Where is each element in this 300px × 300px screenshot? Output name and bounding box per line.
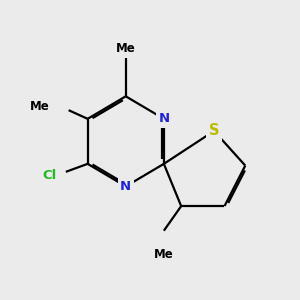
Text: Cl: Cl — [42, 169, 57, 182]
Text: Me: Me — [116, 42, 136, 56]
Text: N: N — [120, 180, 131, 193]
Text: Me: Me — [30, 100, 50, 113]
Text: S: S — [209, 123, 219, 138]
Text: Me: Me — [154, 248, 174, 261]
Text: N: N — [158, 112, 169, 125]
